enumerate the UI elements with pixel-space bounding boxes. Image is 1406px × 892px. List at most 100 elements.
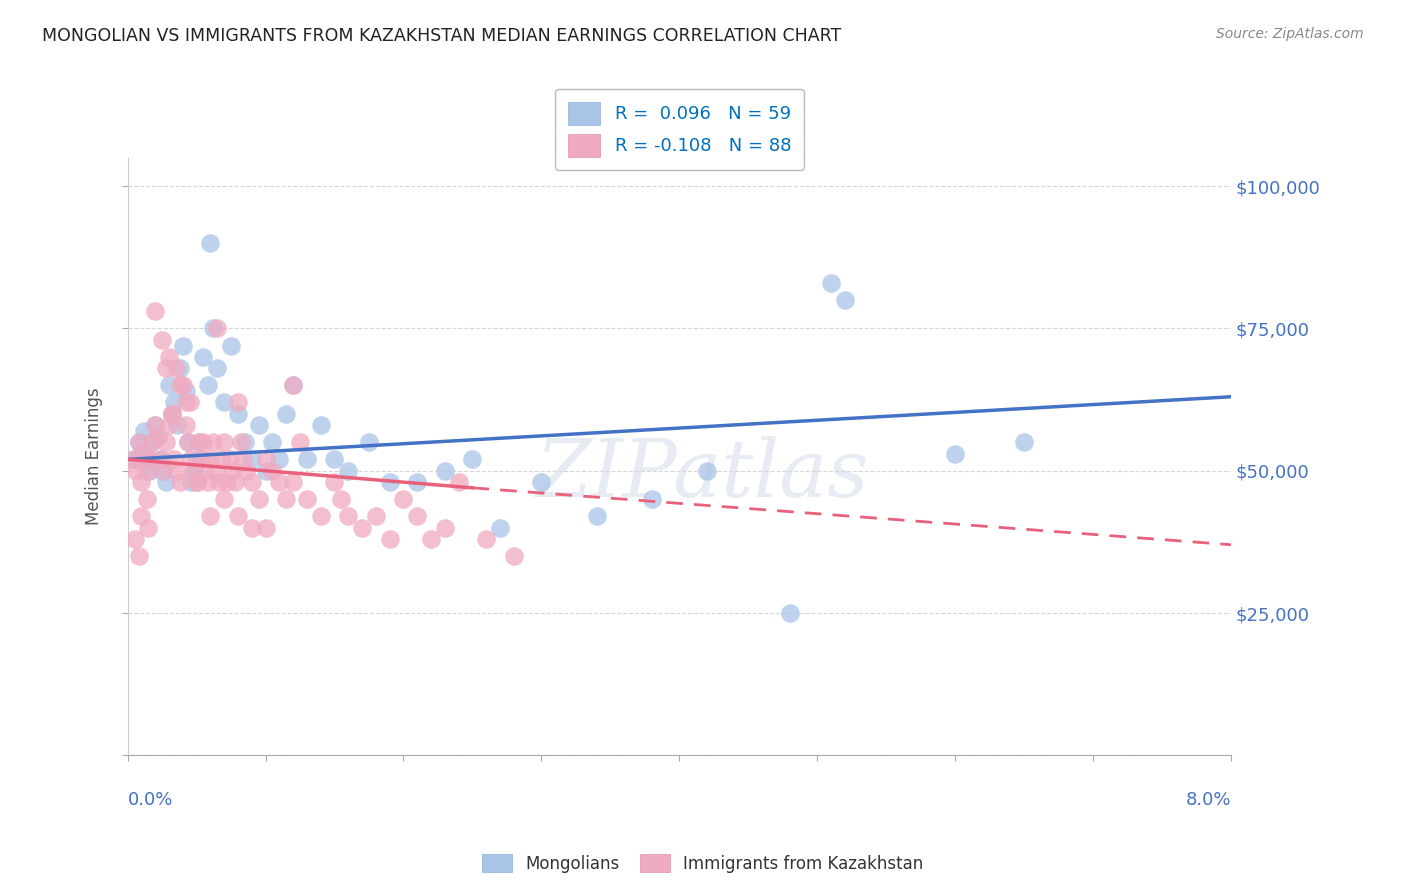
Point: [281, 378, 304, 392]
Point: [406, 509, 429, 524]
Point: [200, 509, 222, 524]
Point: [281, 475, 304, 490]
Point: [155, 475, 177, 490]
Text: 0.0%: 0.0%: [128, 791, 173, 809]
Point: [433, 464, 456, 478]
Point: [152, 464, 174, 478]
Point: [146, 429, 169, 443]
Point: [150, 333, 173, 347]
Point: [696, 464, 718, 478]
Point: [288, 435, 311, 450]
Point: [209, 452, 232, 467]
Point: [141, 435, 163, 450]
Y-axis label: Median Earnings: Median Earnings: [86, 388, 103, 525]
Point: [131, 509, 153, 524]
Point: [378, 475, 401, 490]
Point: [152, 464, 174, 478]
Point: [240, 452, 263, 467]
Point: [124, 452, 146, 467]
Point: [180, 452, 202, 467]
Point: [180, 475, 202, 490]
Text: ZIPatlas: ZIPatlas: [534, 435, 868, 513]
Point: [323, 452, 346, 467]
Point: [585, 509, 607, 524]
Point: [392, 492, 415, 507]
Point: [165, 361, 187, 376]
Point: [641, 492, 664, 507]
Point: [138, 452, 160, 467]
Text: Source: ZipAtlas.com: Source: ZipAtlas.com: [1216, 27, 1364, 41]
Point: [330, 492, 353, 507]
Point: [174, 418, 197, 433]
Point: [226, 509, 249, 524]
Point: [202, 435, 225, 450]
Point: [136, 521, 159, 535]
Point: [224, 475, 246, 490]
Point: [128, 435, 150, 450]
Point: [202, 321, 225, 335]
Point: [295, 452, 318, 467]
Point: [125, 464, 148, 478]
Point: [169, 378, 191, 392]
Point: [323, 475, 346, 490]
Point: [433, 521, 456, 535]
Point: [240, 475, 263, 490]
Legend: Mongolians, Immigrants from Kazakhstan: Mongolians, Immigrants from Kazakhstan: [475, 847, 931, 880]
Point: [163, 395, 186, 409]
Point: [378, 532, 401, 546]
Point: [177, 435, 200, 450]
Point: [122, 452, 145, 467]
Point: [200, 452, 222, 467]
Point: [247, 492, 270, 507]
Point: [183, 464, 205, 478]
Point: [141, 435, 163, 450]
Point: [155, 361, 177, 376]
Point: [269, 452, 291, 467]
Point: [157, 350, 180, 364]
Point: [146, 429, 169, 443]
Point: [179, 395, 201, 409]
Point: [254, 521, 277, 535]
Point: [134, 424, 156, 438]
Point: [155, 435, 177, 450]
Point: [157, 378, 180, 392]
Point: [183, 464, 205, 478]
Point: [212, 492, 235, 507]
Point: [475, 532, 498, 546]
Point: [352, 521, 374, 535]
Point: [943, 447, 966, 461]
Point: [215, 475, 238, 490]
Text: MONGOLIAN VS IMMIGRANTS FROM KAZAKHSTAN MEDIAN EARNINGS CORRELATION CHART: MONGOLIAN VS IMMIGRANTS FROM KAZAKHSTAN …: [42, 27, 841, 45]
Point: [489, 521, 512, 535]
Point: [218, 452, 240, 467]
Point: [502, 549, 524, 563]
Point: [337, 509, 360, 524]
Point: [281, 378, 304, 392]
Point: [262, 464, 284, 478]
Point: [160, 407, 183, 421]
Point: [186, 475, 208, 490]
Point: [262, 435, 284, 450]
Point: [461, 452, 484, 467]
Point: [834, 293, 856, 307]
Point: [420, 532, 443, 546]
Point: [149, 452, 172, 467]
Point: [124, 532, 146, 546]
Point: [207, 321, 229, 335]
Point: [131, 447, 153, 461]
Point: [229, 435, 252, 450]
Point: [247, 418, 270, 433]
Point: [163, 452, 186, 467]
Point: [193, 435, 215, 450]
Point: [193, 350, 215, 364]
Point: [191, 452, 214, 467]
Point: [166, 418, 188, 433]
Point: [207, 475, 229, 490]
Point: [226, 395, 249, 409]
Point: [174, 395, 197, 409]
Point: [207, 361, 229, 376]
Point: [134, 447, 156, 461]
Point: [157, 418, 180, 433]
Point: [166, 464, 188, 478]
Point: [143, 304, 166, 318]
